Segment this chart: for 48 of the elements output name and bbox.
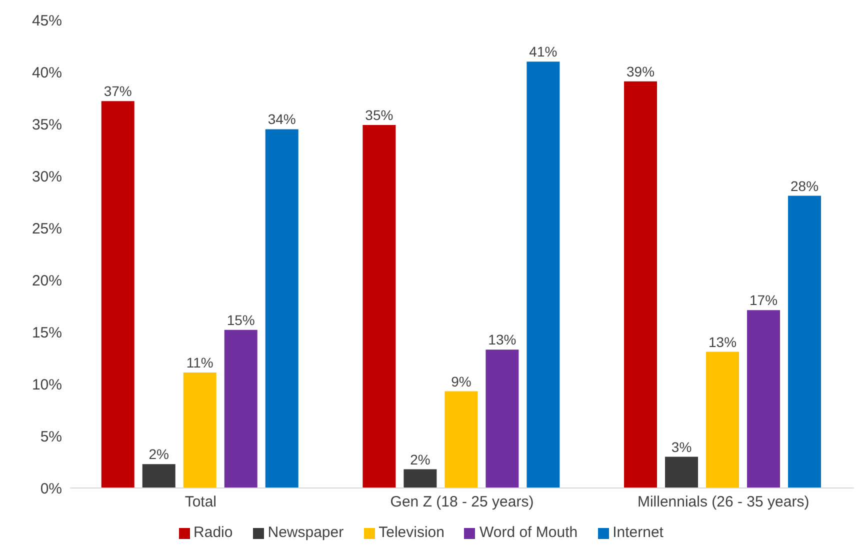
bar bbox=[747, 310, 780, 488]
legend-label: Word of Mouth bbox=[479, 524, 578, 541]
data-label: 37% bbox=[104, 83, 132, 100]
y-tick-label: 20% bbox=[32, 272, 62, 290]
bar bbox=[444, 391, 478, 488]
legend-label: Television bbox=[378, 524, 444, 541]
data-label: 28% bbox=[790, 178, 819, 194]
data-label: 9% bbox=[451, 373, 472, 390]
bar bbox=[183, 372, 216, 488]
data-label: 2% bbox=[410, 451, 430, 468]
y-tick-label: 45% bbox=[32, 12, 62, 30]
data-label: 13% bbox=[488, 332, 516, 348]
x-tick-label: Total bbox=[184, 494, 217, 511]
data-label: 41% bbox=[529, 44, 558, 60]
bar bbox=[624, 81, 658, 488]
legend-label: Internet bbox=[612, 524, 664, 541]
bar bbox=[706, 352, 740, 488]
bar bbox=[665, 456, 698, 488]
y-tick-label: 30% bbox=[32, 168, 62, 186]
bar bbox=[404, 469, 437, 488]
bar bbox=[101, 101, 134, 488]
y-tick-label: 5% bbox=[40, 428, 62, 446]
data-label: 17% bbox=[750, 292, 778, 308]
data-label: 2% bbox=[148, 446, 169, 462]
bar bbox=[362, 125, 396, 488]
y-tick-label: 15% bbox=[32, 324, 62, 342]
x-tick-label: Gen Z (18 - 25 years) bbox=[390, 494, 534, 511]
bar bbox=[224, 330, 258, 488]
data-label: 11% bbox=[186, 354, 214, 371]
y-tick-label: 10% bbox=[32, 376, 62, 394]
y-tick-label: 35% bbox=[32, 116, 62, 134]
bar bbox=[788, 196, 822, 488]
data-label: 39% bbox=[626, 63, 655, 80]
y-tick-label: 40% bbox=[32, 64, 62, 82]
data-label: 34% bbox=[268, 111, 296, 128]
data-label: 3% bbox=[671, 438, 692, 455]
y-tick-label: 25% bbox=[32, 220, 62, 238]
x-tick-label: Millennials (26 - 35 years) bbox=[637, 494, 810, 511]
legend-label: Radio bbox=[194, 524, 233, 541]
bar bbox=[265, 129, 298, 488]
legend-label: Newspaper bbox=[268, 524, 344, 541]
y-tick-label: 0% bbox=[40, 480, 62, 498]
data-label: 13% bbox=[708, 334, 737, 350]
data-label: 15% bbox=[226, 312, 255, 328]
data-label: 35% bbox=[365, 107, 394, 124]
bar bbox=[526, 62, 560, 488]
bar bbox=[486, 350, 519, 488]
bar bbox=[142, 464, 176, 488]
